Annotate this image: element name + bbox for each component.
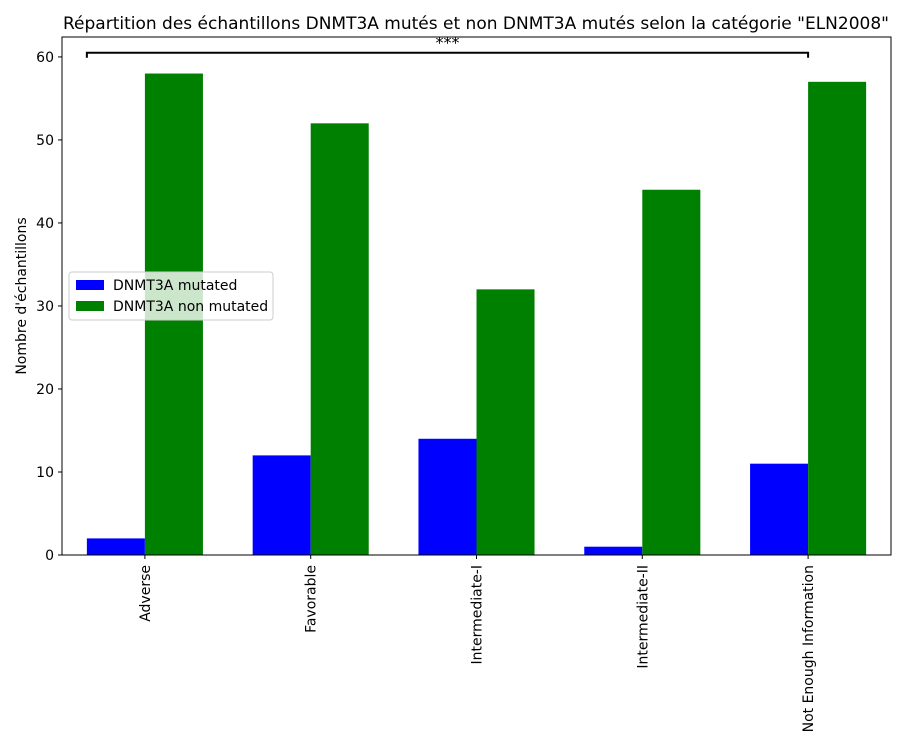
legend-label-1: DNMT3A non mutated — [113, 299, 268, 315]
significance-stars: *** — [435, 33, 459, 52]
y-tick-label-3: 30 — [36, 299, 54, 315]
y-axis-label: Nombre d'échantillons — [14, 217, 30, 374]
y-tick-label-2: 20 — [36, 382, 54, 398]
x-tick-label-0: Adverse — [138, 565, 154, 622]
x-tick-label-2: Intermediate-I — [470, 565, 486, 665]
legend-swatch-1 — [76, 301, 104, 311]
legend-label-0: DNMT3A mutated — [113, 278, 237, 294]
x-tick-label-1: Favorable — [304, 565, 320, 633]
bar-mutated-4 — [750, 463, 809, 555]
chart-title: Répartition des échantillons DNMT3A muté… — [63, 14, 889, 34]
y-tick-label-0: 0 — [45, 548, 54, 564]
x-tick-label-3: Intermediate-II — [635, 565, 651, 669]
legend-swatch-0 — [76, 280, 104, 290]
x-tick-label-4: Not Enough Information — [801, 565, 817, 732]
bar-mutated-2 — [418, 438, 477, 555]
significance-bracket — [85, 51, 810, 58]
bar-mutated-3 — [584, 546, 643, 555]
legend-box — [68, 271, 274, 321]
bar-non-mutated-3 — [642, 189, 701, 555]
y-tick-label-6: 60 — [36, 50, 54, 66]
bar-non-mutated-1 — [310, 123, 369, 555]
y-tick-label-4: 40 — [36, 216, 54, 232]
bar-mutated-1 — [252, 455, 311, 555]
y-tick-label-5: 50 — [36, 133, 54, 149]
plot-area: 0 10 20 30 40 50 60 Adverse Favorable Intermediat… — [36, 33, 892, 732]
bar-non-mutated-4 — [808, 81, 867, 556]
y-tick-label-1: 10 — [36, 465, 54, 481]
bar-non-mutated-2 — [476, 289, 535, 555]
bar-mutated-0 — [86, 538, 145, 555]
